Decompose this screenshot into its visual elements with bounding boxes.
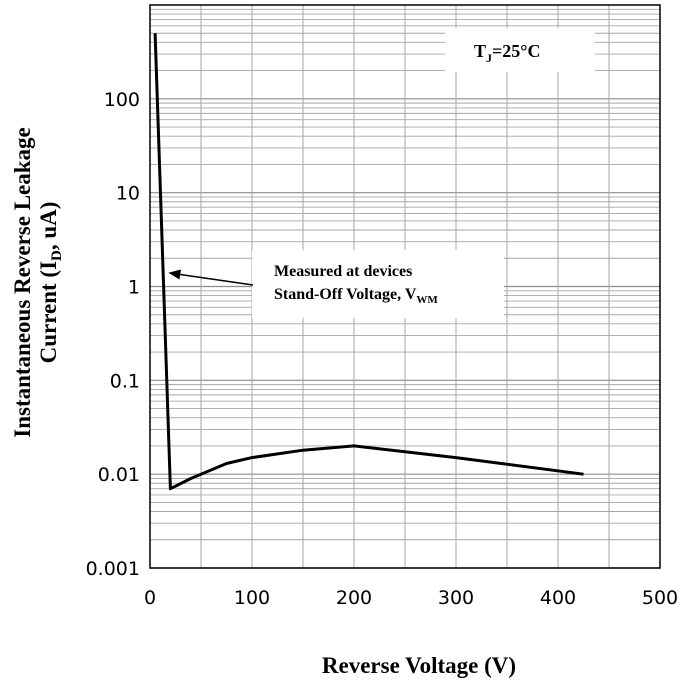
x-tick-label: 200 xyxy=(336,587,372,609)
data-points xyxy=(155,33,584,489)
measurement-note: Measured at devices Stand-Off Voltage, V… xyxy=(168,250,504,318)
y-tick-label: 10 xyxy=(116,183,140,205)
tick-labels: 0.001 0.01 0.1 1 10 100 0 100 200 300 400 500 xyxy=(86,89,679,609)
y-tick-label: 100 xyxy=(104,89,140,111)
y-tick-label: 1 xyxy=(128,277,140,299)
plot-area xyxy=(149,4,661,569)
y-tick-label: 0.01 xyxy=(98,464,140,486)
y-axis-title-line2: Current (ID, uA) xyxy=(36,202,65,364)
y-tick-label: 0.1 xyxy=(110,370,140,392)
measurement-note-line2: Stand-Off Voltage, VWM xyxy=(274,286,438,306)
measurement-note-arrow xyxy=(180,273,254,286)
y-tick-label: 0.001 xyxy=(86,558,140,580)
measurement-note-line1: Measured at devices xyxy=(274,263,412,280)
x-tick-label: 400 xyxy=(540,587,576,609)
x-tick-label: 300 xyxy=(438,587,474,609)
x-tick-label: 100 xyxy=(234,587,270,609)
x-tick-label: 0 xyxy=(144,587,156,609)
temperature-condition-box: TJ=25°C xyxy=(445,28,595,72)
x-axis-title: Reverse Voltage (V) xyxy=(322,653,516,678)
x-tick-label: 500 xyxy=(642,587,678,609)
temperature-condition-label: TJ=25°C xyxy=(474,41,540,65)
y-axis-title-line1: Instantaneous Reverse Leakage xyxy=(10,127,35,438)
arrowhead-icon xyxy=(168,269,181,280)
